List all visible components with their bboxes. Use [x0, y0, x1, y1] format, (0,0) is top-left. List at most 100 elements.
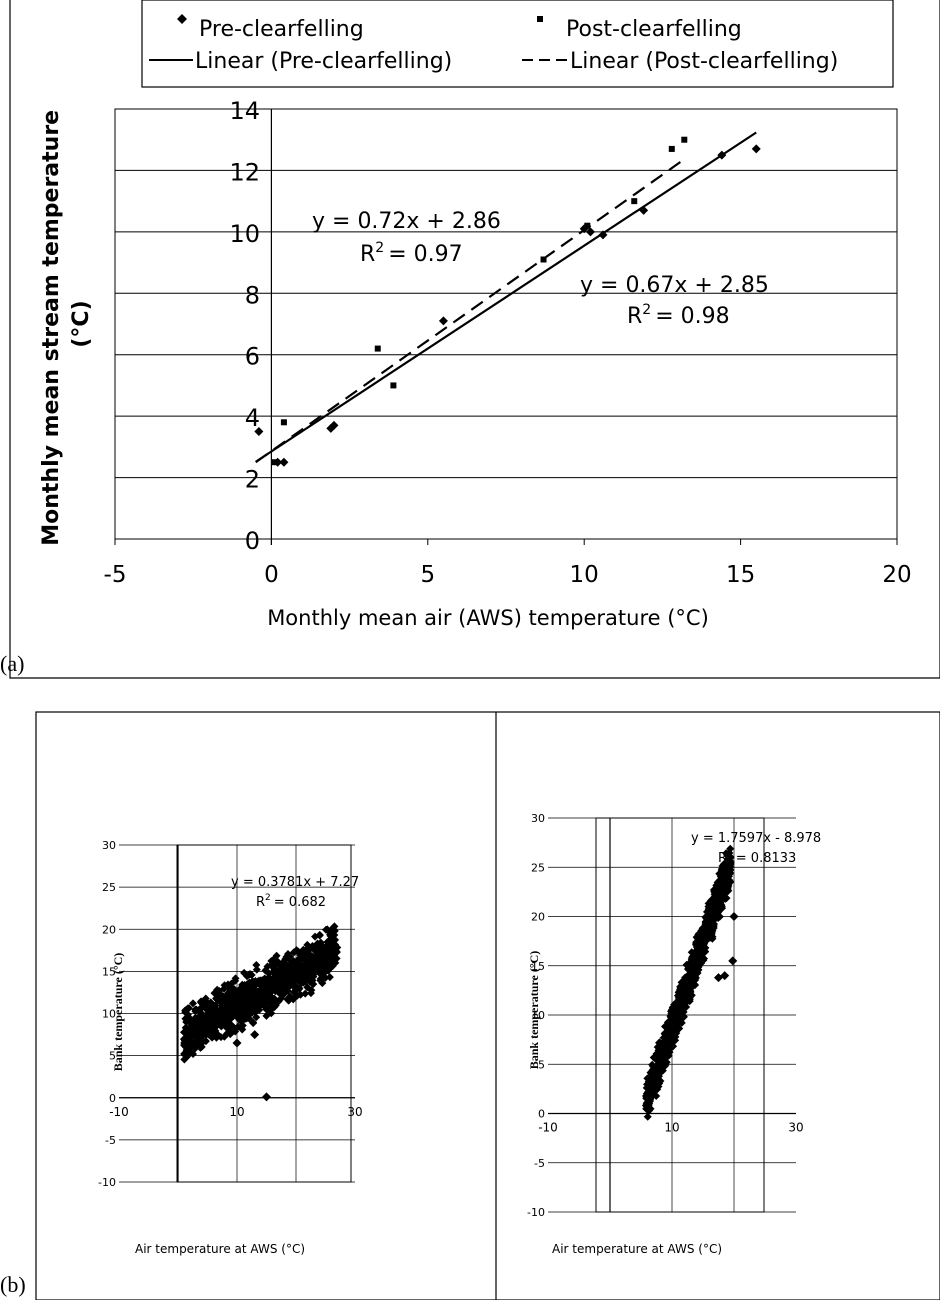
x-tick-label: 5: [420, 562, 435, 588]
point-pre: [717, 150, 727, 160]
y-tick-label: 12: [229, 158, 260, 186]
equation-post: y = 0.72x + 2.86: [312, 209, 501, 234]
data-point: [297, 979, 306, 988]
panel-a-border: [9, 0, 940, 679]
data-point: [234, 1022, 243, 1031]
data-point: [238, 980, 247, 989]
data-point: [225, 1009, 234, 1018]
y-axis-label-b-right: Bank temperature (°C): [527, 951, 541, 1070]
data-point: [692, 949, 701, 958]
data-point: [728, 956, 738, 966]
y-tick-label: 10: [102, 1008, 116, 1021]
x-tick-label: 10: [229, 1105, 244, 1119]
point-pre: [438, 316, 448, 326]
data-point: [215, 1016, 224, 1025]
x-tick-label: 15: [726, 562, 755, 588]
data-point: [183, 1024, 192, 1033]
data-point: [180, 1049, 189, 1058]
y-tick-label: 8: [245, 281, 260, 309]
x-axis-label-b-right: Air temperature at AWS (°C): [552, 1242, 722, 1256]
data-point: [682, 960, 691, 969]
r2-post: R2 = 0.97: [360, 240, 463, 267]
equation-b-left: y = 0.3781x + 7.27: [231, 875, 359, 890]
data-point: [223, 980, 232, 989]
x-tick-label: -10: [538, 1121, 558, 1135]
y-tick-label: 30: [531, 812, 545, 825]
data-point: [249, 1019, 258, 1028]
legend-label-pre: Pre-clearfelling: [199, 17, 364, 42]
data-point: [327, 937, 336, 946]
axes-b-left: [119, 845, 355, 1182]
data-point: [262, 1011, 271, 1020]
trend-line: [645, 863, 732, 1102]
data-point: [278, 971, 287, 980]
data-point: [199, 1016, 208, 1025]
y-tick-label: -10: [98, 1176, 116, 1189]
data-point: [281, 965, 290, 974]
data-point: [186, 1016, 195, 1025]
axes-b-right: [548, 818, 796, 1212]
x-axis-label-b-left: Air temperature at AWS (°C): [135, 1242, 305, 1256]
data-point: [711, 892, 720, 901]
data-point: [657, 1067, 666, 1076]
data-point: [254, 976, 263, 985]
trend-line-pre: [255, 131, 757, 463]
data-point: [713, 911, 722, 920]
data-point: [194, 1040, 203, 1049]
equation-pre: y = 0.67x + 2.85: [580, 273, 769, 298]
data-point: [668, 1005, 677, 1014]
data-point: [331, 958, 340, 967]
data-point: [249, 986, 258, 995]
point-post: [390, 382, 397, 389]
data-point: [185, 1047, 194, 1056]
points-a: [254, 136, 761, 467]
data-point: [333, 943, 342, 952]
data-point: [262, 998, 271, 1007]
data-point: [313, 941, 322, 950]
data-point: [298, 948, 307, 957]
data-point: [679, 1008, 688, 1017]
data-point: [662, 1058, 671, 1067]
data-point: [643, 1112, 652, 1121]
trend-lines-a: [255, 131, 757, 464]
y-tick-label: 0: [109, 1092, 116, 1105]
data-point: [302, 956, 311, 965]
data-point: [646, 1095, 655, 1104]
data-point: [665, 1035, 674, 1044]
data-point: [684, 983, 693, 992]
data-point: [227, 1023, 236, 1032]
y-tick-label: 20: [531, 911, 545, 924]
data-point: [245, 1014, 254, 1023]
data-point: [232, 1038, 242, 1048]
data-point: [266, 1006, 275, 1015]
data-point: [295, 962, 304, 971]
data-point: [252, 961, 261, 970]
subplot-right: -10 -5 0 5 10 15 20 25 30 -10 10 30 y = 1.7597x - 8…: [527, 812, 821, 1256]
r2-pre: R2 = 0.98: [627, 302, 730, 329]
y-tick-label: 5: [538, 1058, 545, 1071]
data-point: [264, 969, 273, 978]
data-point: [676, 1013, 685, 1022]
data-point: [729, 912, 739, 921]
data-point: [262, 1092, 271, 1102]
point-pre: [329, 420, 339, 430]
data-point: [189, 999, 198, 1008]
point-post: [584, 222, 591, 229]
data-point: [202, 1020, 211, 1029]
data-point: [289, 982, 298, 991]
r2-b-left: R2 = 0.682: [256, 893, 326, 910]
y-tick-label: -10: [527, 1206, 545, 1219]
data-point: [285, 952, 294, 961]
subplot-left: -10 -5 0 5 10 15 20 25 30 -10 10 30 y = 0.3781x + 7…: [98, 839, 363, 1256]
data-point: [325, 973, 334, 982]
point-post: [681, 136, 688, 143]
y-axis-label-a-line1: Monthly mean stream temperature: [39, 110, 64, 546]
data-point: [199, 1002, 208, 1011]
data-point: [211, 1001, 220, 1010]
legend: Pre-clearfelling Post-clearfelling Linea…: [141, 0, 894, 88]
point-post: [374, 345, 381, 352]
data-point: [318, 979, 327, 988]
y-tick-label: 14: [229, 97, 260, 125]
data-point: [320, 964, 329, 973]
y-tick-label: 15: [531, 960, 545, 973]
